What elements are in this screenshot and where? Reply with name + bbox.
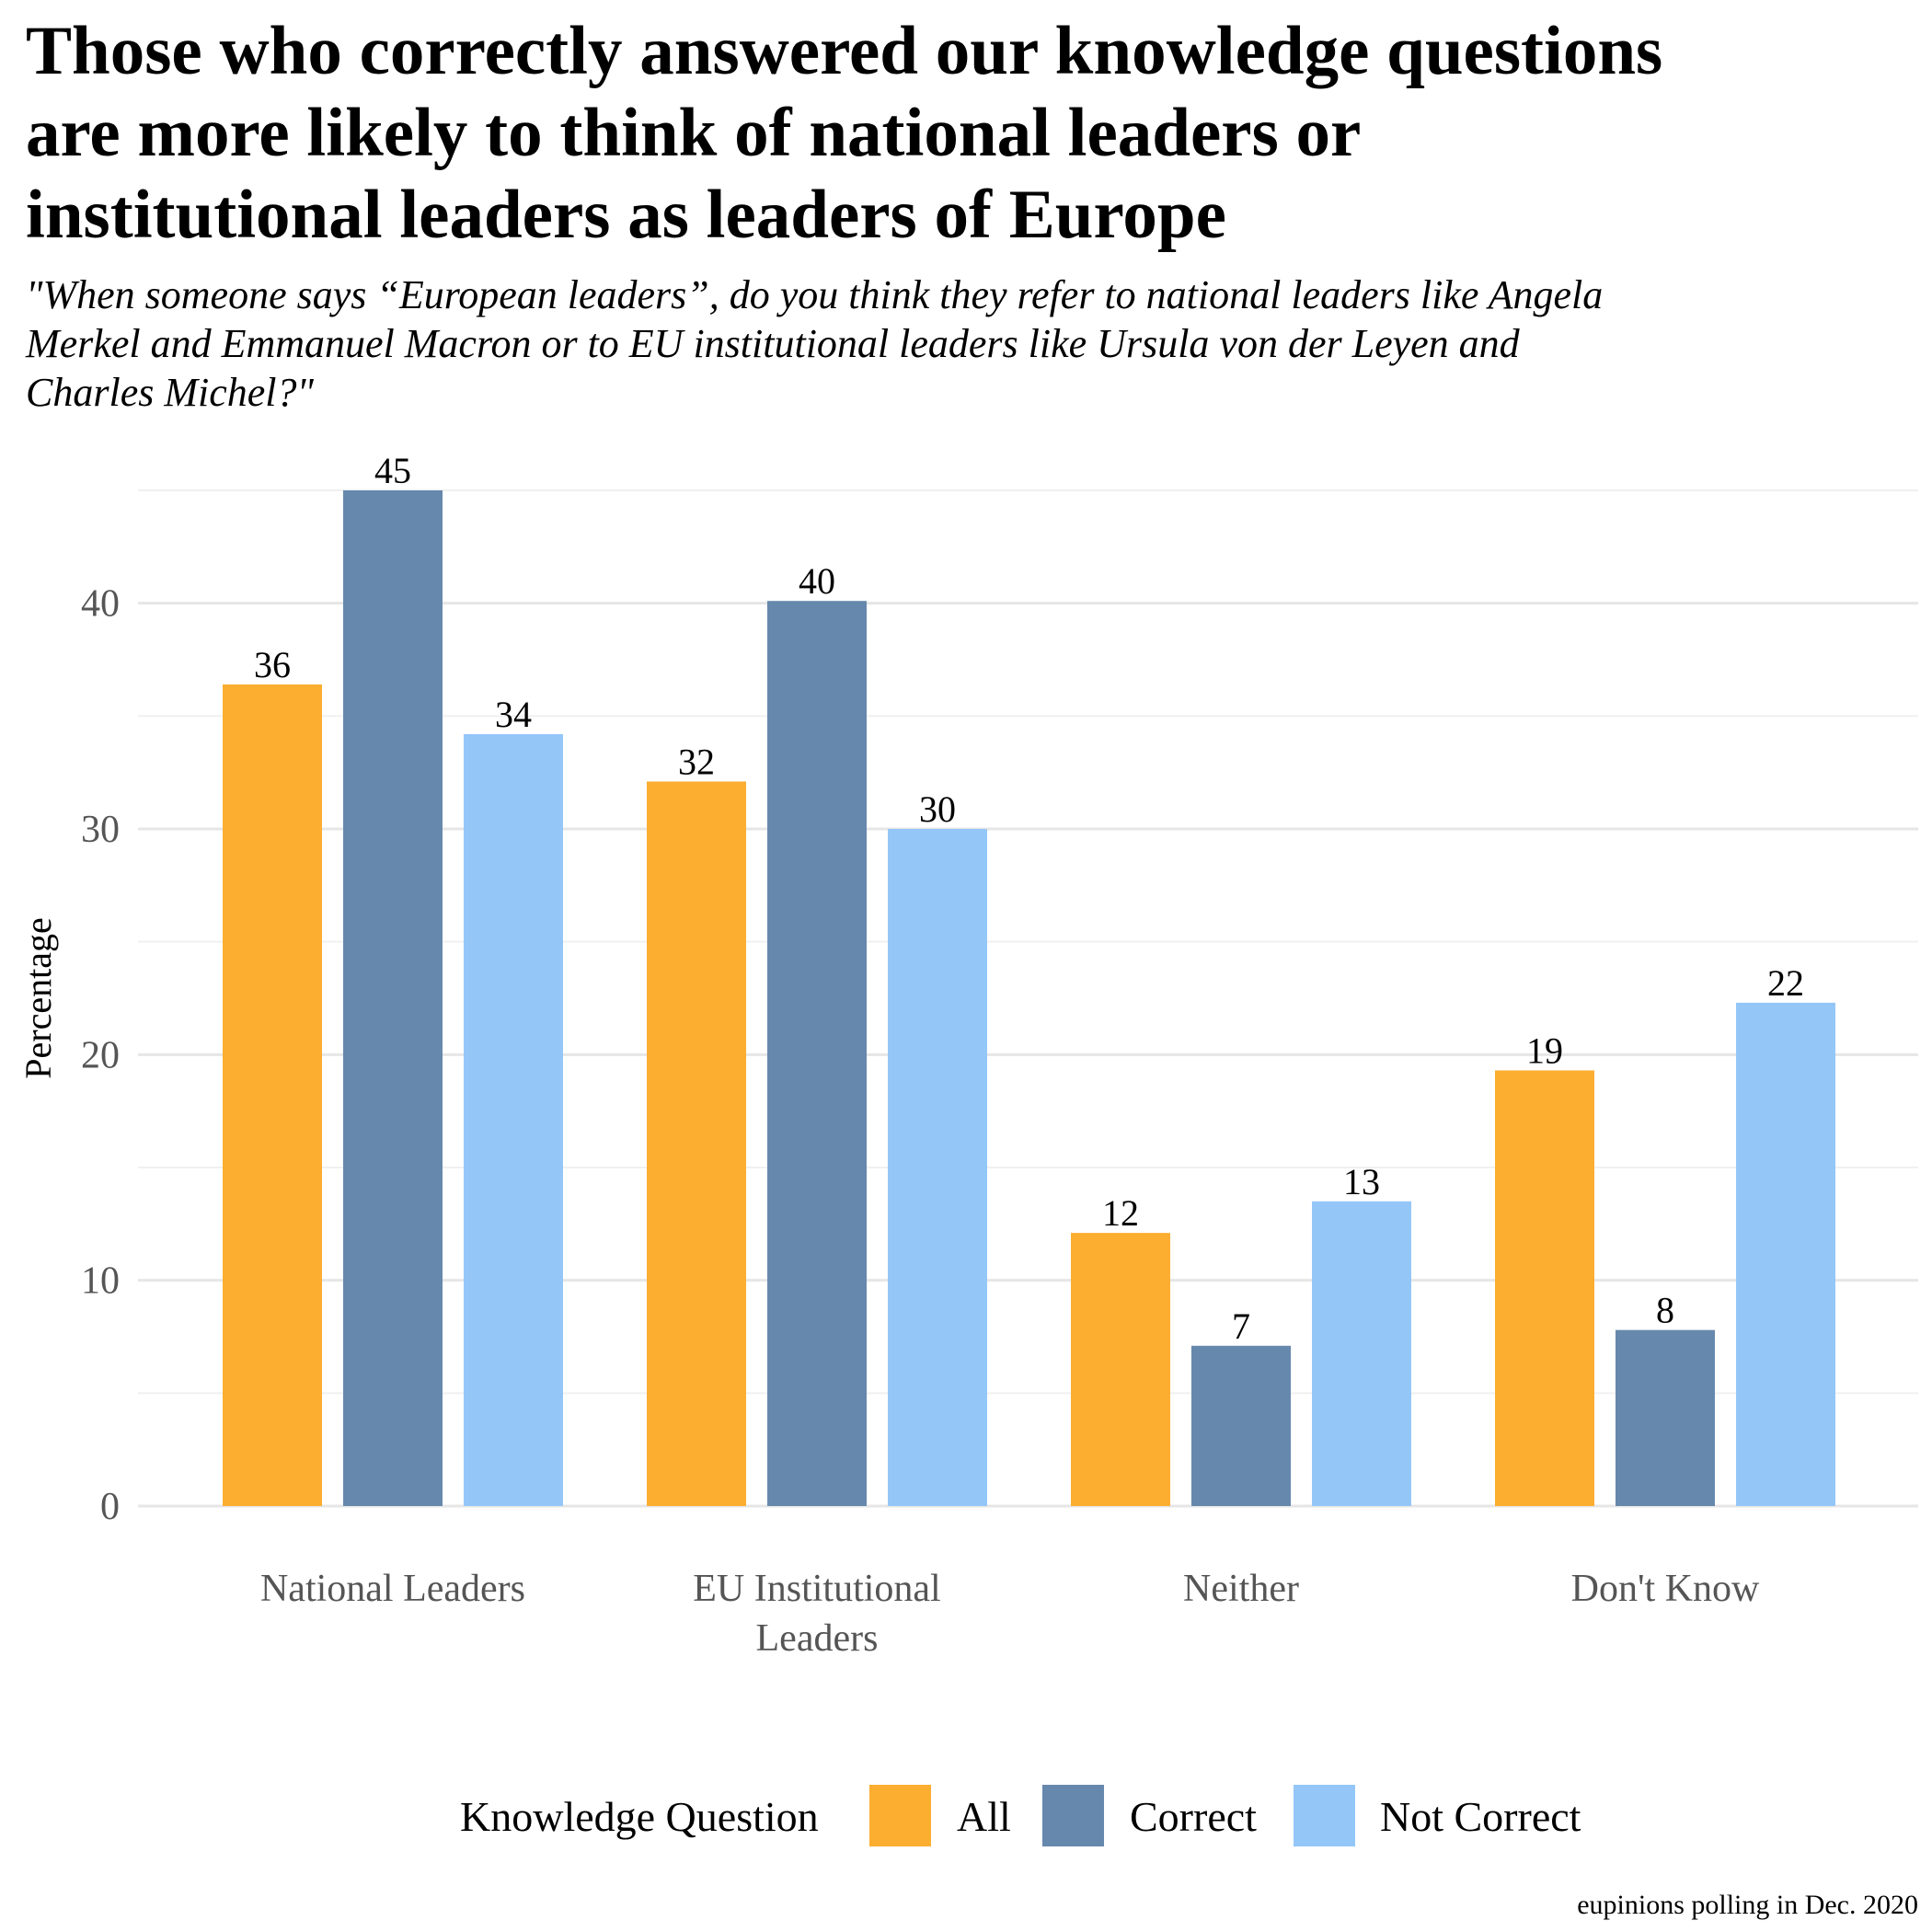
legend: Knowledge Question All Correct Not Correct (460, 1785, 1581, 1846)
chart-subtitle: "When someone says “European leaders”, d… (25, 272, 1603, 415)
bar-value-label: 19 (1526, 1030, 1563, 1072)
x-tick-label: National Leaders (260, 1568, 525, 1610)
x-tick-label: Neither (1183, 1568, 1299, 1610)
bars (223, 490, 1835, 1506)
title-line: are more likely to think of national lea… (26, 95, 1361, 171)
y-tick-label: 30 (81, 809, 120, 851)
bar (1071, 1233, 1170, 1506)
bar (1191, 1345, 1291, 1506)
bar (1312, 1201, 1411, 1506)
bar-value-label: 36 (254, 644, 291, 685)
y-tick-label: 10 (81, 1260, 120, 1303)
y-tick-label: 20 (81, 1034, 120, 1076)
title-line: Those who correctly answered our knowled… (26, 13, 1662, 89)
bar-value-label: 12 (1102, 1192, 1139, 1234)
bar-value-label: 30 (919, 788, 956, 830)
bar (888, 829, 987, 1506)
chart-title: Those who correctly answered our knowled… (26, 13, 1662, 253)
bar (1736, 1002, 1835, 1506)
bar-value-label: 40 (799, 560, 835, 602)
bar (343, 490, 443, 1506)
bar-value-label: 22 (1767, 962, 1804, 1004)
bar (767, 601, 867, 1506)
legend-label: Not Correct (1380, 1793, 1581, 1840)
bar-value-label: 32 (678, 741, 715, 782)
legend-key (869, 1785, 931, 1846)
legend-title: Knowledge Question (460, 1793, 819, 1840)
bar-value-label: 45 (374, 450, 411, 491)
y-tick-label: 40 (81, 583, 120, 626)
bar-value-label: 7 (1232, 1305, 1250, 1347)
x-axis-ticks: National Leaders EU Institutional Leaders N… (260, 1568, 1760, 1660)
subtitle-line: "When someone says “European leaders”, d… (26, 272, 1603, 317)
x-tick-label: EU Institutional (693, 1568, 940, 1610)
bar-value-label: 34 (495, 694, 532, 735)
title-line: institutional leaders as leaders of Euro… (26, 177, 1226, 253)
bar-value-label: 8 (1656, 1290, 1674, 1331)
bar (223, 684, 322, 1506)
subtitle-line: Charles Michel?" (26, 370, 315, 415)
subtitle-line: Merkel and Emmanuel Macron or to EU inst… (25, 321, 1521, 366)
legend-key (1042, 1785, 1104, 1846)
legend-label: All (957, 1793, 1011, 1840)
bar (464, 733, 563, 1506)
x-tick-label: Leaders (756, 1617, 879, 1660)
bar (1616, 1329, 1715, 1506)
chart-caption: eupinions polling in Dec. 2020 (1577, 1890, 1918, 1920)
bar-value-label: 13 (1343, 1161, 1380, 1202)
data-labels: 36 45 34 32 40 30 12 7 13 19 8 22 (254, 450, 1804, 1347)
bar (1495, 1070, 1594, 1506)
bar (647, 781, 746, 1506)
x-tick-label: Don't Know (1571, 1568, 1760, 1610)
y-axis-title: Percentage (17, 917, 59, 1078)
legend-label: Correct (1130, 1793, 1257, 1840)
y-tick-label: 0 (100, 1486, 120, 1528)
legend-key (1294, 1785, 1355, 1846)
y-axis-ticks: 0 10 20 30 40 (81, 583, 120, 1528)
